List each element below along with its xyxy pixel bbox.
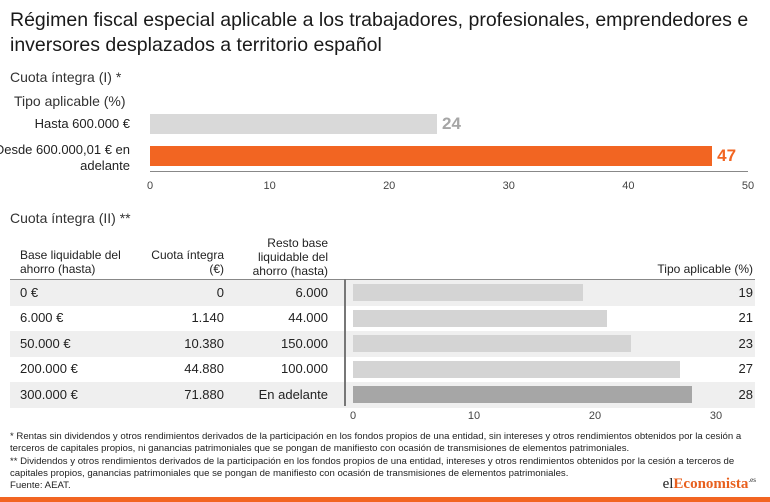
header-tipo: Tipo aplicable (%)	[657, 262, 753, 276]
chart1-tick-label: 30	[502, 180, 515, 192]
header-cuota: Cuota íntegra (€)	[151, 248, 224, 276]
table-cell-tipo: 28	[738, 386, 753, 402]
chart2-bar	[353, 386, 692, 403]
table-cell-resto: 150.000	[281, 335, 328, 351]
chart2-tick-label: 0	[349, 410, 357, 422]
table-cell-cuota: 10.380	[184, 335, 224, 351]
table-cell-tipo: 27	[738, 361, 753, 376]
chart1-axis-line	[150, 171, 748, 172]
chart2-tick-label: 30	[709, 410, 723, 422]
chart1-tick-label: 20	[383, 180, 396, 192]
chart2-bar	[353, 284, 583, 301]
bottom-accent-bar	[0, 497, 770, 502]
chart1-tick-label: 0	[146, 180, 154, 192]
chart2-tick-label: 20	[588, 410, 602, 422]
chart1-data-label: 47	[717, 146, 737, 165]
table-cell-cuota: 0	[216, 284, 224, 300]
header-divider	[10, 279, 755, 280]
table-cell-cuota: 71.880	[184, 386, 224, 402]
header-resto: Resto base liquidable del ahorro (hasta)	[252, 236, 328, 278]
table-cell-base: 300.000 €	[20, 386, 78, 402]
brand-suffix: .es	[748, 476, 756, 484]
chart1-data-label: 24	[442, 114, 461, 133]
brand-pre: el	[662, 476, 674, 492]
chart2-bar	[353, 309, 608, 327]
table-cell-base: 200.000 €	[20, 361, 78, 376]
chart-title: Régimen fiscal especial aplicable a los …	[10, 9, 749, 56]
chart2-bar	[353, 335, 632, 352]
table-cell-tipo: 23	[738, 335, 753, 351]
table-cell-resto: 44.000	[288, 310, 328, 325]
section2-title: Cuota íntegra (II) **	[10, 210, 131, 226]
footnote-source: Fuente: AEAT.	[10, 480, 71, 491]
brand-accent: Economista	[673, 476, 749, 492]
chart2-bar	[353, 360, 680, 378]
header-base: Base liquidable del ahorro (hasta)	[20, 248, 121, 276]
table-cell-base: 6.000 €	[20, 310, 64, 325]
table-cell-cuota: 1.140	[191, 310, 224, 325]
brand-logo[interactable]: elEconomista.es	[663, 476, 756, 493]
footnote-2: ** Dividendos y otros rendimientos deriv…	[10, 456, 735, 479]
table-cell-tipo: 19	[738, 284, 753, 300]
section1-title: Cuota íntegra (I) *	[10, 69, 122, 85]
table-cell-resto: 6.000	[295, 284, 328, 300]
table-cell-resto: 100.000	[281, 361, 328, 376]
chart1-tick-label: 50	[741, 180, 755, 192]
table-cell-tipo: 21	[738, 310, 753, 325]
table-cell-resto: En adelante	[258, 386, 328, 402]
table-cell-cuota: 44.880	[184, 361, 224, 376]
table-cell-base: 50.000 €	[20, 335, 71, 351]
chart1-tick-label: 10	[263, 180, 276, 192]
section1-subtitle: Tipo aplicable (%)	[14, 93, 126, 109]
chart1-plot: 24 47 0 10 20 30 40 50	[0, 0, 770, 200]
footnote-1: * Rentas sin dividendos y otros rendimie…	[10, 431, 742, 454]
chart1-bar	[150, 146, 713, 166]
chart2-tick-label: 10	[467, 410, 481, 422]
table-cell-base: 0 €	[20, 284, 39, 300]
chart2-axis-line	[344, 279, 346, 406]
chart1-category-label: Desde 600.000,01 € en adelante	[0, 142, 130, 173]
chart1-bar	[150, 114, 438, 134]
chart1-category-label: Hasta 600.000 €	[34, 116, 130, 131]
chart1-tick-label: 40	[622, 180, 635, 192]
